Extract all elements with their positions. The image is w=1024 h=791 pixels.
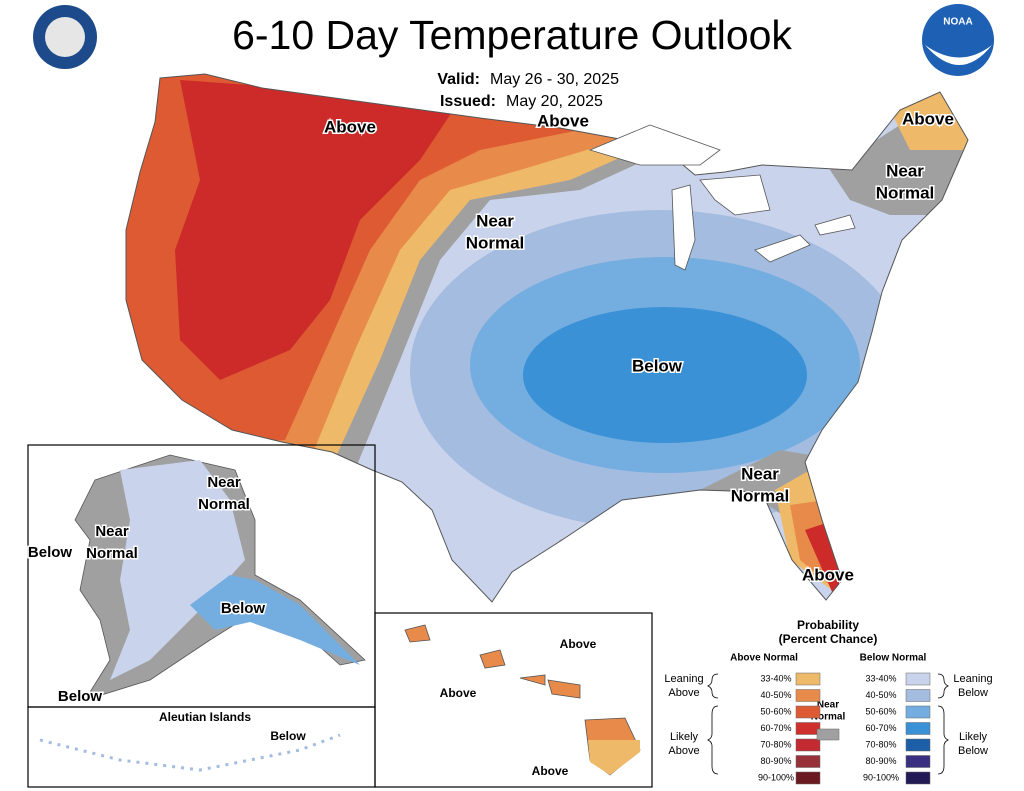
group-label: Likely xyxy=(670,731,699,743)
map-shape xyxy=(45,17,85,57)
map-label: Near xyxy=(741,464,779,483)
swatch xyxy=(795,705,821,719)
map-label: Normal xyxy=(876,183,935,202)
bin-label: 60-70% xyxy=(760,723,791,733)
map-label: Below xyxy=(28,544,73,561)
map-label: Above xyxy=(560,637,597,651)
bin-label: 90-100% xyxy=(758,772,794,782)
swatch xyxy=(795,722,821,735)
map-label: Near xyxy=(886,161,924,180)
swatch xyxy=(795,771,821,785)
map-shape xyxy=(190,575,360,665)
map-label: Above xyxy=(324,117,376,136)
valid-dates: May 26 - 30, 2025 xyxy=(490,71,619,88)
map-shape xyxy=(125,73,969,603)
map-label: Normal xyxy=(466,233,525,252)
swatch xyxy=(795,689,821,702)
swatch xyxy=(816,728,840,741)
swatch xyxy=(905,689,931,702)
map-shape xyxy=(814,214,856,236)
map-labels: Above AboveNearNormalAboveNearNormalBelow… xyxy=(26,108,955,779)
issued-date: May 20, 2025 xyxy=(506,93,603,110)
swatch xyxy=(905,672,931,686)
map-label: Above xyxy=(440,686,477,700)
bin-label: 40-50% xyxy=(760,690,791,700)
map-label: Near xyxy=(476,211,514,230)
swatch xyxy=(905,771,931,785)
swatch xyxy=(795,672,821,686)
bin-label: 90-100% xyxy=(863,772,899,782)
map-shape xyxy=(922,4,994,76)
bin-label: 80-90% xyxy=(760,756,791,766)
map-label: Below xyxy=(270,729,306,743)
map-label: Normal xyxy=(86,545,138,562)
map-shape xyxy=(523,307,807,443)
bin-label: 60-70% xyxy=(865,723,896,733)
map-label: Above xyxy=(802,565,854,584)
map-shape xyxy=(110,460,245,680)
map-label: Below xyxy=(632,356,683,375)
group-label: Leaning xyxy=(664,673,703,685)
swatch xyxy=(905,705,931,719)
map-shape xyxy=(754,234,811,263)
map-shape xyxy=(699,174,771,216)
legend-subtitle: (Percent Chance) xyxy=(779,632,878,646)
map-shape xyxy=(925,45,992,65)
title: 6-10 Day Temperature Outlook xyxy=(232,12,792,58)
legend-title: Probability xyxy=(797,618,859,632)
bin-label: 50-60% xyxy=(865,706,896,716)
map-shape xyxy=(937,673,949,775)
swatch xyxy=(905,722,931,735)
near-label: Near xyxy=(817,700,839,711)
bin-label: 50-60% xyxy=(760,706,791,716)
map-label: Normal xyxy=(731,486,790,505)
map-shape xyxy=(588,740,640,775)
swatch xyxy=(795,755,821,768)
bin-label: 70-80% xyxy=(865,739,896,749)
map-label: Below xyxy=(58,688,103,705)
issued-label: Issued: xyxy=(440,93,496,110)
bin-label: 70-80% xyxy=(760,739,791,749)
map-shape xyxy=(175,80,460,380)
inset-title: Aleutian Islands xyxy=(159,710,251,724)
map-shape xyxy=(374,612,653,788)
above-header: Above Normal xyxy=(730,653,798,664)
group-label: Below xyxy=(958,745,988,757)
map-shape xyxy=(707,673,719,775)
map-label: Near xyxy=(95,523,129,540)
map-label: Above xyxy=(902,109,954,128)
logo-text: NOAA xyxy=(943,17,972,28)
group-label: Above xyxy=(668,687,699,699)
swatch xyxy=(795,738,821,752)
map-shape xyxy=(39,733,341,772)
group-label: Leaning xyxy=(953,673,992,685)
map-shape xyxy=(588,124,721,166)
map-label: Above xyxy=(537,111,589,130)
swatch xyxy=(905,738,931,752)
swatch xyxy=(905,755,931,768)
group-label: Below xyxy=(958,687,988,699)
map-label: Below xyxy=(221,600,266,617)
bin-label: 40-50% xyxy=(865,690,896,700)
map-label: Near xyxy=(207,474,241,491)
valid-label: Valid: xyxy=(437,71,480,88)
map-label: Normal xyxy=(198,496,250,513)
below-header: Below Normal xyxy=(860,653,927,664)
group-label: Likely xyxy=(959,731,988,743)
map-label: Above xyxy=(532,764,569,778)
group-label: Above xyxy=(668,745,699,757)
map-shape xyxy=(671,184,696,271)
bin-label: 33-40% xyxy=(865,673,896,683)
bin-label: 33-40% xyxy=(760,673,791,683)
near-label: Normal xyxy=(811,712,846,723)
bin-label: 80-90% xyxy=(865,756,896,766)
legend: Probability (Percent Chance) Above Norma… xyxy=(664,618,993,785)
